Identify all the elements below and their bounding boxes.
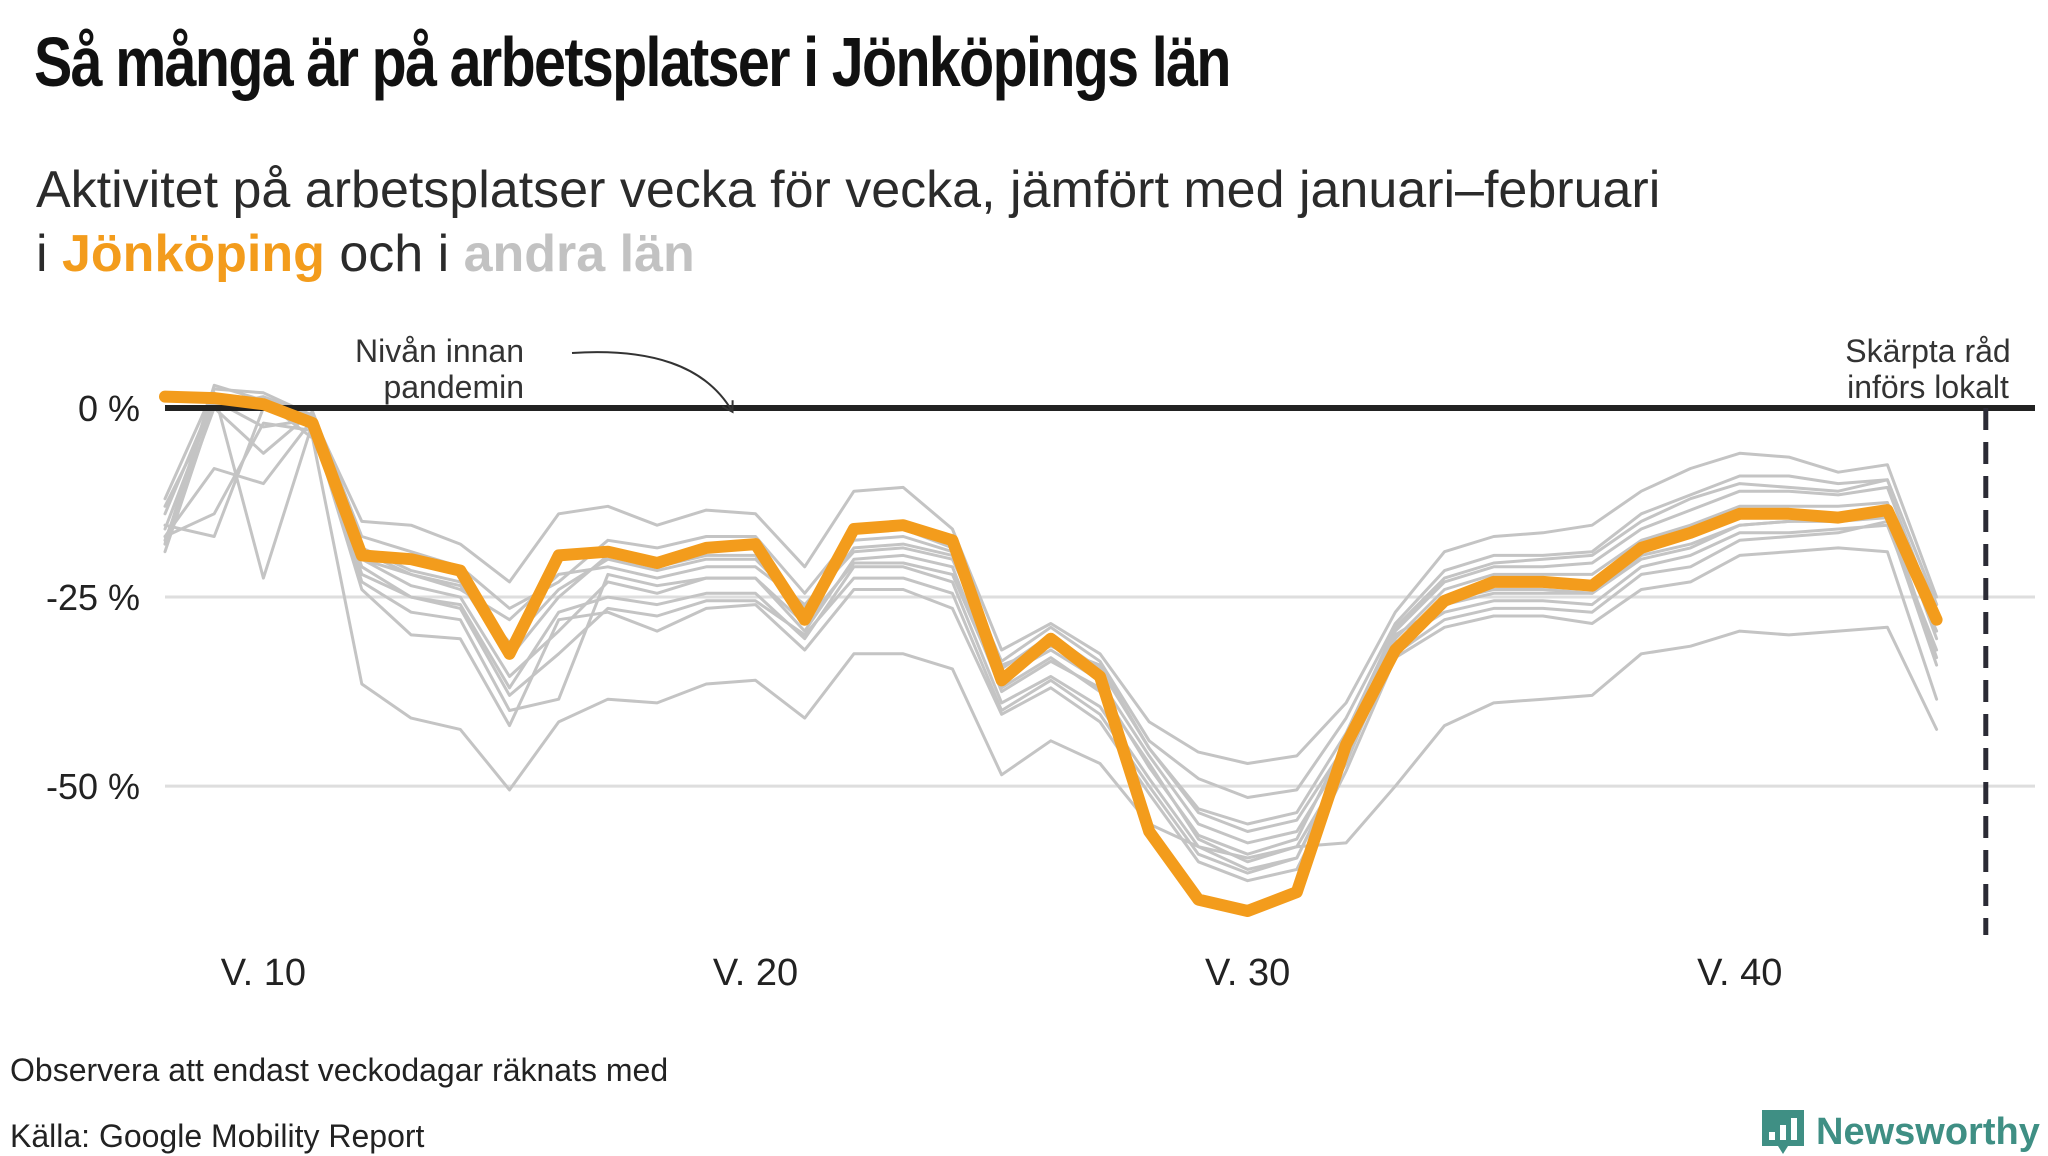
series-line-other: [163, 421, 1939, 871]
subtitle-line-2: i Jönköping och i andra län: [36, 222, 1660, 286]
baseline-annotation-line-1: Nivån innan: [355, 333, 524, 369]
series-line-other: [163, 398, 1939, 845]
page-title: Så många är på arbetsplatser i Jönköping…: [34, 23, 1231, 101]
series-line-jonkoping: [159, 390, 1943, 917]
x-axis: V. 10 V. 20 V. 30 V. 40: [221, 952, 1783, 994]
x-tick-label: V. 40: [1697, 952, 1782, 994]
newsworthy-logo-icon: [1762, 1110, 1804, 1154]
x-tick-label: V. 10: [221, 952, 306, 994]
subtitle-line-1: Aktivitet på arbetsplatser vecka för vec…: [36, 161, 1661, 219]
chart-subtitle: Aktivitet på arbetsplatser vecka för vec…: [36, 158, 1660, 286]
subtitle-prefix: i: [36, 225, 62, 283]
x-tick-label: V. 20: [713, 952, 798, 994]
jonkoping-series: [159, 390, 1943, 917]
subtitle-highlight-other: andra län: [463, 225, 695, 283]
y-tick-label: 0 %: [78, 388, 140, 429]
footnote: Observera att endast veckodagar räknats …: [10, 1052, 669, 1088]
baseline-annotation-arrow: [571, 351, 734, 414]
series-line-other: [163, 383, 1939, 860]
subtitle-highlight-jonkoping: Jönköping: [62, 225, 325, 283]
y-tick-label: -50 %: [46, 766, 140, 807]
event-annotation-line-2: införs lokalt: [1847, 369, 2009, 405]
event-annotation-line-1: Skärpta råd: [1845, 333, 2010, 369]
y-axis: 0 % -25 % -50 %: [46, 388, 140, 807]
brand-name: Newsworthy: [1816, 1110, 2040, 1153]
series-line-other: [163, 391, 1939, 875]
subtitle-mid: och i: [324, 225, 464, 283]
x-tick-label: V. 30: [1205, 952, 1290, 994]
series-line-other: [163, 387, 1939, 765]
y-tick-label: -25 %: [46, 577, 140, 618]
brand-logo: Newsworthy: [1760, 1108, 2040, 1156]
series-line-other: [163, 395, 1939, 864]
series-line-other: [163, 417, 1939, 826]
baseline-annotation-line-2: pandemin: [383, 369, 524, 405]
series-line-other: [163, 402, 1939, 883]
source-note: Källa: Google Mobility Report: [10, 1118, 425, 1154]
